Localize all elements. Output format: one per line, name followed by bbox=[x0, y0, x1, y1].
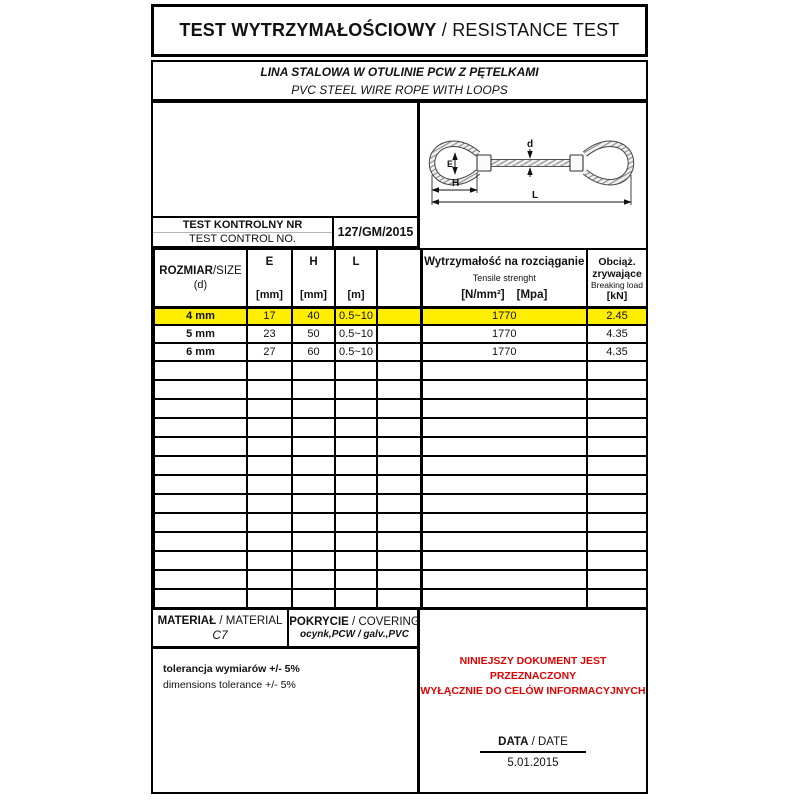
subtitle-polish: LINA STALOWA W OTULINIE PCW Z PĘTELKAMI bbox=[260, 64, 539, 79]
test-control-box: TEST KONTROLNY NR TEST CONTROL NO. 127/G… bbox=[153, 216, 417, 248]
table-empty-row bbox=[153, 455, 648, 476]
wire-rope-diagram: E H d L bbox=[428, 139, 635, 205]
table-empty-row bbox=[153, 398, 648, 419]
dim-d-label: d bbox=[527, 139, 533, 150]
col-header-size: ROZMIAR/SIZE (d) bbox=[153, 248, 248, 309]
document-subtitle: LINA STALOWA W OTULINIE PCW Z PĘTELKAMI … bbox=[151, 60, 648, 101]
col-header-breaking: Obciąż. zrywające Breaking load [kN] bbox=[586, 248, 648, 309]
document-title: TEST WYTRZYMAŁOŚCIOWY / RESISTANCE TEST bbox=[151, 4, 648, 57]
document: TEST WYTRZYMAŁOŚCIOWY / RESISTANCE TEST … bbox=[151, 4, 648, 794]
test-control-number: 127/GM/2015 bbox=[337, 225, 414, 239]
table-empty-row bbox=[153, 569, 648, 590]
table-empty-row bbox=[153, 550, 648, 571]
table-empty-row bbox=[153, 493, 648, 514]
table-empty-row bbox=[153, 588, 648, 609]
table-empty-row bbox=[153, 512, 648, 533]
col-header-e: E [mm] bbox=[246, 248, 293, 309]
table-empty-row bbox=[153, 531, 648, 552]
document-body: E H d L TEST KONTROLNY NR TEST CONTROL N… bbox=[151, 101, 648, 794]
table-header-row: ROZMIAR/SIZE (d) E [mm] H [mm] L [m bbox=[153, 248, 648, 309]
table-empty-row bbox=[153, 474, 648, 495]
dim-e-label: E bbox=[447, 159, 453, 169]
title-english: RESISTANCE TEST bbox=[452, 20, 620, 40]
information-notice: NINIEJSZY DOKUMENT JEST PRZEZNACZONY WYŁ… bbox=[420, 655, 646, 698]
test-control-labels: TEST KONTROLNY NR TEST CONTROL NO. bbox=[153, 218, 334, 246]
table-row-6mm: 6 mm 27 60 0.5~10 1770 4.35 bbox=[153, 342, 648, 362]
material-cell: MATERIAŁ / MATERIAL C7 bbox=[153, 610, 289, 646]
date-section: DATA / DATE 5.01.2015 bbox=[420, 736, 646, 769]
covering-cell: POKRYCIE / COVERING ocynk,PCW / galv.,PV… bbox=[289, 616, 420, 640]
vertical-divider-bottom bbox=[417, 607, 420, 792]
table-empty-row bbox=[153, 360, 648, 381]
subtitle-english: PVC STEEL WIRE ROPE WITH LOOPS bbox=[291, 82, 508, 97]
col-header-blank bbox=[376, 248, 422, 309]
tolerance-english: dimensions tolerance +/- 5% bbox=[163, 679, 296, 692]
table-empty-row bbox=[153, 417, 648, 438]
tolerance-polish: tolerancja wymiarów +/- 5% bbox=[163, 663, 300, 675]
dim-h-label: H bbox=[452, 178, 459, 189]
col-header-tensile: Wytrzymałość na rozciąganie Tensile stre… bbox=[419, 248, 588, 309]
test-control-label-pl: TEST KONTROLNY NR bbox=[153, 218, 332, 233]
title-separator: / bbox=[436, 20, 453, 40]
test-control-label-en: TEST CONTROL NO. bbox=[189, 233, 296, 246]
left-ferrule bbox=[476, 154, 492, 172]
dim-l-label: L bbox=[532, 190, 538, 201]
title-polish: TEST WYTRZYMAŁOŚCIOWY bbox=[179, 20, 437, 40]
col-header-l: L [m] bbox=[334, 248, 378, 309]
table-row-4mm: 4 mm 17 40 0.5~10 1770 2.45 bbox=[153, 306, 648, 326]
col-header-h: H [mm] bbox=[291, 248, 336, 309]
rope-body bbox=[490, 159, 571, 167]
date-value: 5.01.2015 bbox=[507, 757, 559, 769]
date-label: DATA / DATE bbox=[480, 736, 586, 753]
table-body: 4 mm 17 40 0.5~10 1770 2.45 5 mm 23 50 0… bbox=[153, 306, 648, 609]
table-empty-row bbox=[153, 379, 648, 400]
bottom-right-section: NINIEJSZY DOKUMENT JEST PRZEZNACZONY WYŁ… bbox=[420, 607, 646, 792]
tolerance-box: tolerancja wymiarów +/- 5% dimensions to… bbox=[153, 649, 417, 792]
table-empty-row bbox=[153, 436, 648, 457]
covering-value: ocynk,PCW / galv.,PVC bbox=[300, 629, 409, 640]
table-row-5mm: 5 mm 23 50 0.5~10 1770 4.35 bbox=[153, 324, 648, 344]
vertical-divider-top bbox=[417, 103, 420, 248]
material-value: C7 bbox=[212, 627, 228, 642]
specifications-table: ROZMIAR/SIZE (d) E [mm] H [mm] L [m bbox=[153, 248, 648, 609]
right-ferrule bbox=[569, 154, 584, 172]
material-covering-box: MATERIAŁ / MATERIAL C7 POKRYCIE / COVERI… bbox=[153, 607, 420, 649]
